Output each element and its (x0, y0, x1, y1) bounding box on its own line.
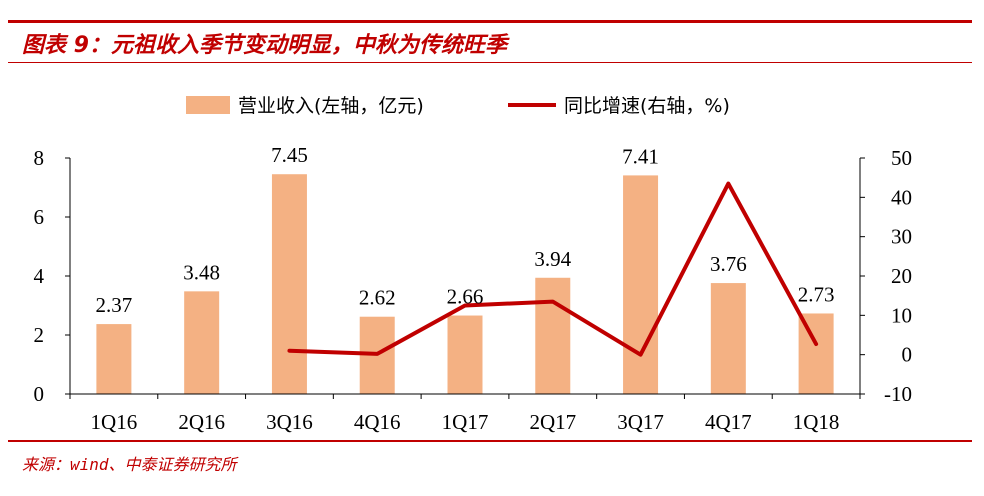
bar-1Q17 (447, 315, 483, 394)
data-labels: 2.37 3.48 7.45 2.62 2.66 3.94 7.41 3.76 2.73 (96, 143, 835, 317)
y-right-tick-label: 20 (891, 264, 912, 288)
bar-data-label: 2.73 (798, 282, 835, 306)
x-tick-label: 1Q17 (442, 410, 489, 434)
line-series (287, 181, 819, 357)
legend-bar-swatch (186, 96, 230, 114)
y-right-tick-label: -10 (884, 382, 912, 406)
x-tick-label: 2Q17 (529, 410, 576, 434)
legend-line-label: 同比增速(右轴，%) (564, 95, 730, 117)
y-left-tick-label: 0 (34, 382, 45, 406)
y-right-tick-label: 40 (891, 185, 912, 209)
top-rule (8, 20, 972, 23)
y-right-tick-label: 50 (891, 146, 912, 170)
bar-series (96, 174, 834, 394)
bar-1Q18 (798, 313, 834, 394)
bar-3Q16 (271, 174, 307, 394)
title-rule (8, 62, 972, 63)
bar-2Q17 (535, 277, 571, 394)
x-tick-label: 1Q18 (793, 410, 840, 434)
bar-data-label: 2.66 (447, 285, 484, 309)
y-left-tick-label: 2 (34, 323, 45, 347)
x-tick-label: 4Q17 (705, 410, 752, 434)
y-right-tick-label: 10 (891, 303, 912, 327)
bar-4Q17 (710, 283, 746, 394)
x-tick-label: 3Q17 (617, 410, 664, 434)
bar-data-label: 7.41 (622, 144, 659, 168)
y-right-tick-label: 30 (891, 225, 912, 249)
bar-data-label: 7.45 (271, 143, 308, 167)
legend: 营业收入(左轴，亿元) 同比增速(右轴，%) (186, 95, 730, 117)
y-left-tick-label: 6 (34, 205, 45, 229)
axes: 0 2 4 6 8 -10 0 10 20 30 40 50 1Q16 2Q16 3Q16 4Q16 1Q17 2… (34, 146, 913, 434)
bar-2Q16 (184, 291, 220, 394)
bar-1Q16 (96, 324, 132, 394)
x-tick-label: 1Q16 (91, 410, 138, 434)
bar-data-label: 3.48 (183, 260, 220, 284)
bar-3Q17 (623, 175, 659, 394)
bar-data-label: 2.62 (359, 286, 396, 310)
x-tick-label: 4Q16 (354, 410, 401, 434)
x-tick-label: 2Q16 (178, 410, 225, 434)
y-left-tick-label: 8 (34, 146, 45, 170)
bar-data-label: 3.76 (710, 252, 747, 276)
bar-data-label: 3.94 (534, 247, 571, 271)
bottom-rule (8, 440, 972, 442)
legend-bar-label: 营业收入(左轴，亿元) (238, 95, 424, 117)
y-left-tick-label: 4 (34, 264, 45, 288)
chart-title: 图表 9：元祖收入季节变动明显，中秋为传统旺季 (22, 33, 507, 58)
bar-data-label: 2.37 (96, 293, 133, 317)
source-note: 来源：wind、中泰证券研究所 (22, 455, 237, 474)
y-right-tick-label: 0 (902, 343, 913, 367)
x-tick-label: 3Q16 (266, 410, 313, 434)
